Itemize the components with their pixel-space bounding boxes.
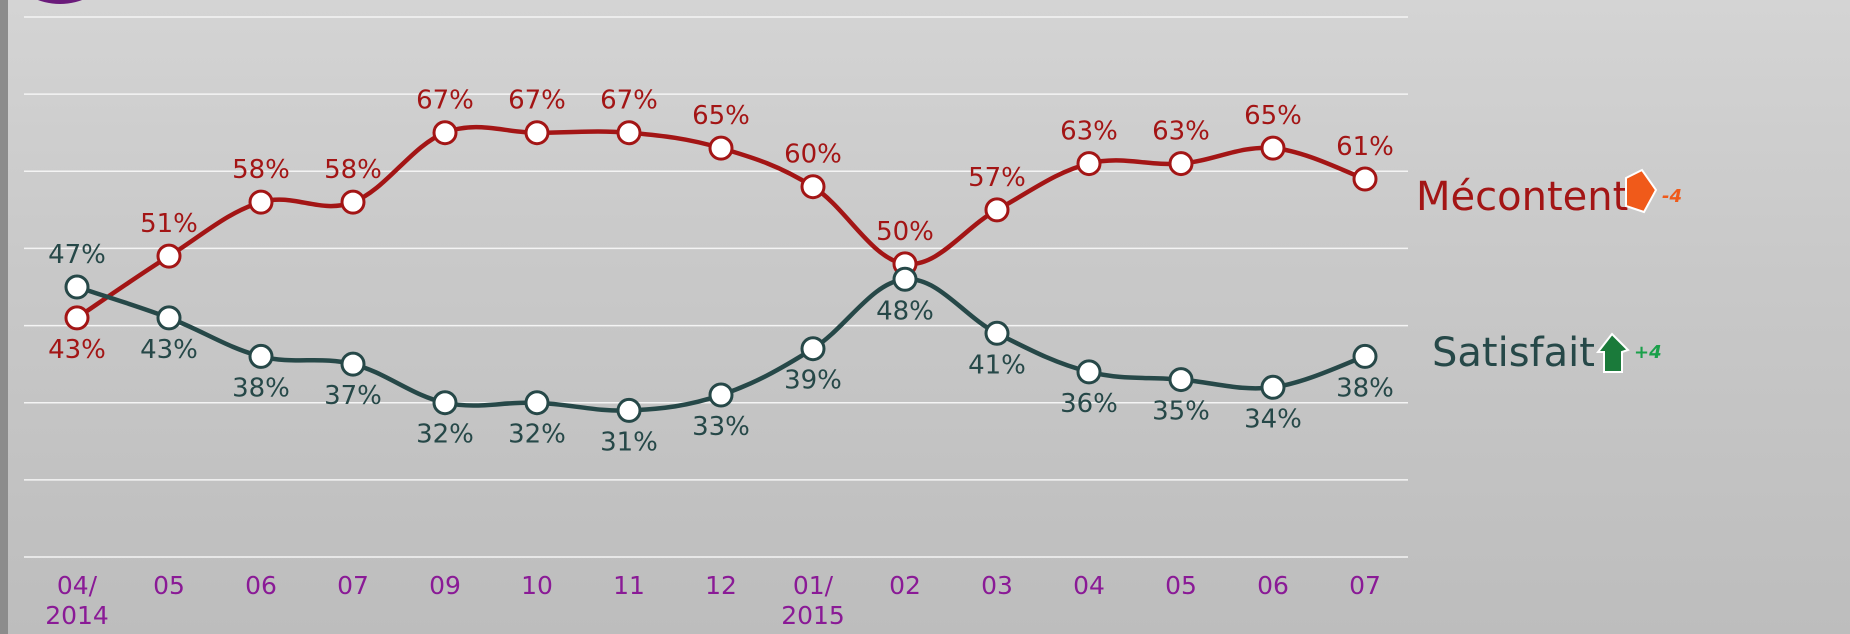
x-tick-label: 06 — [216, 571, 306, 601]
up-arrow-icon — [1598, 334, 1628, 372]
value-label: 32% — [416, 420, 474, 450]
point — [1354, 168, 1376, 190]
x-tick-label: 04/ 2014 — [32, 571, 122, 631]
x-tick-label: 10 — [492, 571, 582, 601]
point — [1262, 137, 1284, 159]
left-border — [0, 0, 8, 634]
x-tick-label: 07 — [308, 571, 398, 601]
value-label: 57% — [968, 163, 1026, 193]
point — [250, 345, 272, 367]
value-label: 67% — [508, 86, 566, 116]
point — [618, 122, 640, 144]
value-label: 31% — [600, 427, 658, 457]
value-label: 33% — [692, 412, 750, 442]
value-label: 34% — [1244, 404, 1302, 434]
point — [894, 268, 916, 290]
point — [1170, 369, 1192, 391]
value-label: 36% — [1060, 389, 1118, 419]
value-label: 63% — [1152, 117, 1210, 147]
lines: 43% 51% 58% 58% 67% 67% 67% 65% 60% 50% 57% 63% 63% 6… — [48, 86, 1682, 458]
point — [710, 137, 732, 159]
point — [66, 307, 88, 329]
point — [618, 399, 640, 421]
down-arrow-icon — [1626, 170, 1656, 212]
x-tick-label: 05 — [1136, 571, 1226, 601]
value-label: 50% — [876, 217, 934, 247]
point — [66, 276, 88, 298]
point — [1078, 153, 1100, 175]
point — [1262, 376, 1284, 398]
value-label: 38% — [232, 373, 290, 403]
grid — [24, 17, 1408, 557]
point — [986, 322, 1008, 344]
logo — [20, 0, 100, 4]
x-tick-label: 02 — [860, 571, 950, 601]
value-label: 60% — [784, 140, 842, 170]
chart-page: 43% 51% 58% 58% 67% 67% 67% 65% 60% 50% 57% 63% 63% 6… — [0, 0, 1850, 634]
point — [1170, 153, 1192, 175]
legend-label: Mécontent — [1416, 174, 1628, 220]
value-label: 35% — [1152, 397, 1210, 427]
value-label: 43% — [48, 335, 106, 365]
value-label: 43% — [140, 335, 198, 365]
x-tick-label: 09 — [400, 571, 490, 601]
value-label: 47% — [48, 240, 106, 270]
point — [158, 307, 180, 329]
point — [250, 191, 272, 213]
value-label: 51% — [140, 209, 198, 239]
change-label: -4 — [1662, 186, 1682, 207]
value-label: 39% — [784, 366, 842, 396]
x-tick-label: 03 — [952, 571, 1042, 601]
x-tick-label: 05 — [124, 571, 214, 601]
value-label: 58% — [324, 155, 382, 185]
point — [434, 392, 456, 414]
legend-label: Satisfait — [1432, 330, 1595, 376]
value-label: 65% — [1244, 101, 1302, 131]
point — [158, 245, 180, 267]
value-label: 41% — [968, 350, 1026, 380]
value-label: 58% — [232, 155, 290, 185]
value-label: 63% — [1060, 117, 1118, 147]
x-tick-label: 04 — [1044, 571, 1134, 601]
point — [1354, 345, 1376, 367]
point — [434, 122, 456, 144]
value-label: 67% — [600, 86, 658, 116]
x-tick-label: 11 — [584, 571, 674, 601]
point — [342, 353, 364, 375]
x-tick-label: 12 — [676, 571, 766, 601]
point — [1078, 361, 1100, 383]
x-tick-label: 06 — [1228, 571, 1318, 601]
point — [986, 199, 1008, 221]
point — [526, 122, 548, 144]
x-tick-label: 01/ 2015 — [768, 571, 858, 631]
value-label: 65% — [692, 101, 750, 131]
change-label: +4 — [1634, 342, 1662, 363]
value-label: 61% — [1336, 132, 1394, 162]
point — [802, 176, 824, 198]
x-tick-label: 07 — [1320, 571, 1410, 601]
point — [710, 384, 732, 406]
value-label: 38% — [1336, 373, 1394, 403]
value-label: 37% — [324, 381, 382, 411]
point — [342, 191, 364, 213]
value-label: 48% — [876, 296, 934, 326]
point — [802, 338, 824, 360]
value-label: 32% — [508, 420, 566, 450]
point — [526, 392, 548, 414]
chart: 43% 51% 58% 58% 67% 67% 67% 65% 60% 50% 57% 63% 63% 6… — [0, 0, 1850, 634]
value-label: 67% — [416, 86, 474, 116]
